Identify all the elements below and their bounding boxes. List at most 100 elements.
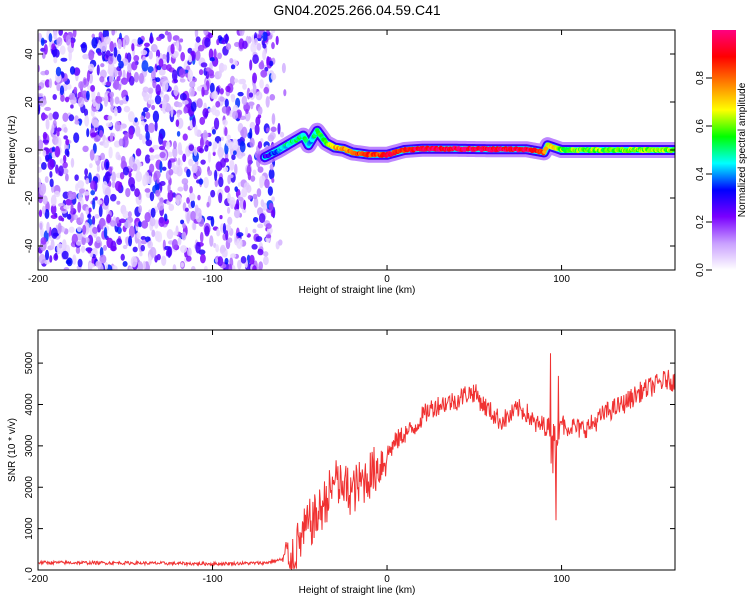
noise-blob (70, 39, 75, 49)
noise-blob (218, 176, 224, 188)
noise-blob (225, 230, 229, 241)
noise-blob (200, 62, 208, 68)
noise-blob (188, 144, 195, 151)
noise-blob (55, 66, 62, 77)
noise-blob (182, 222, 186, 229)
noise-blob (42, 139, 49, 144)
noise-blob (253, 197, 259, 208)
noise-blob (204, 265, 208, 270)
noise-blob (93, 135, 101, 143)
noise-blob (38, 135, 41, 141)
noise-blob (158, 133, 164, 145)
noise-blob (52, 94, 57, 100)
noise-blob (51, 227, 58, 239)
noise-blob (83, 108, 89, 117)
noise-blob (148, 253, 152, 266)
noise-blob (252, 72, 257, 84)
noise-blob (128, 171, 132, 178)
noise-blob (58, 165, 64, 177)
noise-blob (193, 146, 198, 157)
noise-blob (156, 55, 160, 66)
noise-blob (123, 105, 131, 113)
noise-blob (116, 238, 123, 246)
noise-blob (109, 91, 114, 98)
noise-blob (73, 214, 79, 220)
noise-blob (161, 80, 169, 92)
noise-blob (268, 202, 274, 211)
noise-blob (58, 30, 63, 36)
noise-blob (172, 264, 177, 270)
noise-blob (140, 115, 145, 120)
noise-blob (157, 201, 165, 211)
noise-blob (167, 183, 171, 194)
noise-blob (158, 216, 166, 228)
noise-blob (121, 77, 128, 85)
noise-blob (73, 67, 81, 76)
noise-blob (117, 38, 122, 50)
noise-blob (163, 213, 168, 222)
noise-blob (103, 96, 109, 107)
noise-blob (109, 96, 114, 107)
spectrogram-y-ticks: -40 -20 0 20 40 (24, 48, 675, 253)
noise-blob (168, 203, 175, 212)
noise-blob (122, 210, 130, 219)
noise-blob (57, 222, 62, 235)
noise-blob (147, 240, 153, 249)
noise-blob (236, 232, 244, 237)
noise-blob (38, 105, 41, 116)
noise-blob (109, 220, 117, 227)
noise-blob (103, 194, 110, 206)
noise-blob (44, 208, 50, 220)
noise-blob (78, 119, 82, 126)
noise-blob (229, 58, 234, 64)
noise-blob (118, 60, 124, 69)
noise-blob (84, 115, 90, 127)
noise-blob (62, 154, 67, 164)
noise-blob (51, 123, 55, 134)
colorbar-tick: 0.0 (695, 263, 712, 277)
noise-blob (81, 236, 86, 246)
noise-blob (175, 194, 182, 206)
noise-blob (207, 170, 213, 177)
noise-blob (277, 122, 281, 135)
noise-blob (177, 142, 182, 154)
noise-blob (141, 120, 145, 126)
noise-blob (179, 38, 184, 43)
noise-blob (66, 257, 73, 267)
noise-blob (44, 106, 52, 112)
noise-blob (210, 189, 216, 198)
noise-blob (176, 130, 181, 137)
noise-blob (226, 134, 231, 141)
snr-panel: -200 -100 0 100 0 1000 2000 3000 4000 5000 Heigh… (7, 329, 676, 596)
noise-blob (63, 204, 70, 210)
noise-blob (97, 51, 103, 56)
noise-blob (258, 261, 264, 270)
noise-blob (190, 266, 196, 270)
y-tick: -40 (24, 238, 675, 253)
noise-blob (196, 86, 203, 92)
noise-blob (85, 90, 90, 101)
noise-blob (222, 222, 227, 235)
noise-blob (69, 92, 76, 100)
noise-blob (207, 151, 211, 163)
noise-blob (132, 120, 140, 127)
snr-series-line (38, 353, 675, 570)
noise-blob (223, 166, 229, 173)
noise-blob (260, 199, 265, 208)
noise-blob (137, 239, 142, 250)
noise-blob (177, 186, 184, 192)
noise-blob (145, 130, 150, 141)
noise-blob (128, 225, 135, 238)
noise-blob (176, 102, 183, 108)
noise-blob (65, 173, 69, 182)
noise-blob (209, 57, 215, 62)
noise-blob (130, 183, 136, 192)
noise-blob (172, 146, 178, 158)
noise-blob (76, 226, 82, 233)
noise-blob (260, 69, 268, 78)
noise-blob (188, 54, 192, 63)
noise-blob (61, 250, 69, 260)
noise-blob (99, 76, 105, 83)
noise-blob (155, 77, 161, 83)
noise-blob (83, 191, 90, 196)
